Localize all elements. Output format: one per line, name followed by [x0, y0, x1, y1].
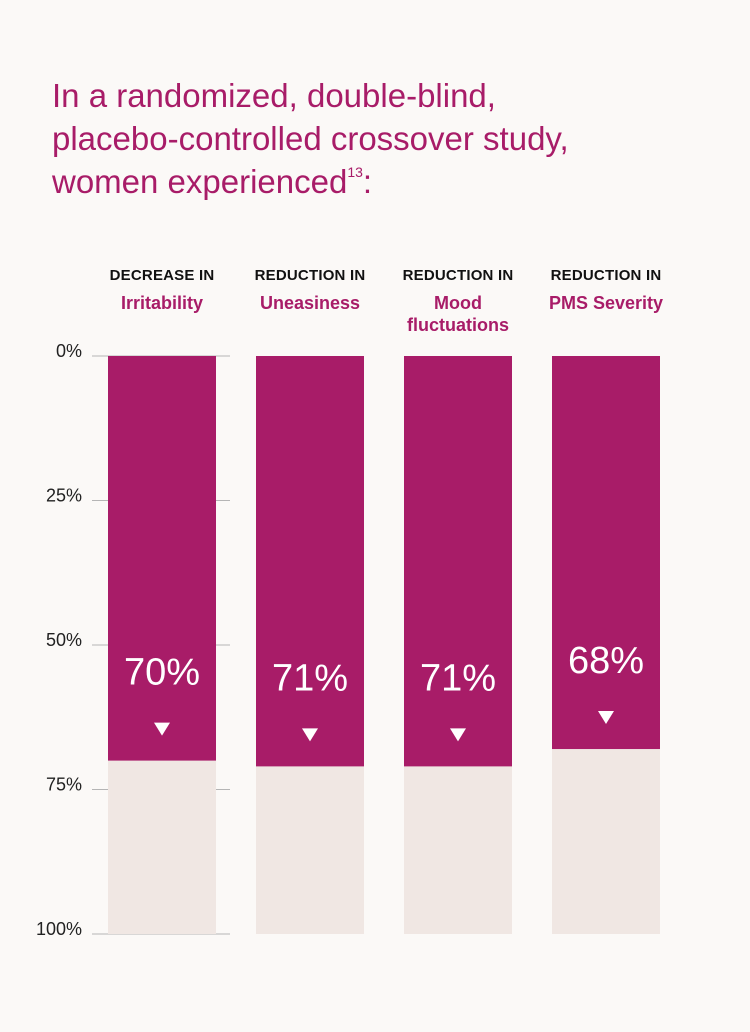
title-line-1: In a randomized, double-blind,	[52, 77, 496, 114]
column-header: REDUCTION IN Uneasiness	[220, 266, 400, 314]
column-kicker: REDUCTION IN	[254, 267, 366, 284]
column-category-name: PMS Severity	[548, 293, 664, 313]
column-category-name: Uneasiness	[259, 293, 361, 313]
bar-value-label: 68%	[568, 640, 644, 682]
column-kicker: DECREASE IN	[109, 267, 215, 284]
down-triangle-icon	[302, 728, 318, 742]
column-header: REDUCTION IN PMS Severity	[516, 266, 696, 314]
chart-title: In a randomized, double-blind, placebo-c…	[52, 74, 692, 203]
title-footnote-ref: 13	[347, 164, 363, 180]
down-triangle-icon	[598, 711, 614, 725]
y-tick-label: 75%	[46, 775, 82, 795]
bar-value-label: 71%	[272, 657, 348, 699]
title-line-3-end: :	[362, 163, 373, 200]
column-header: DECREASE IN Irritability	[72, 266, 252, 314]
down-triangle-icon	[154, 722, 170, 736]
bar-value-label: 71%	[420, 657, 496, 699]
column-kicker: REDUCTION IN	[402, 267, 514, 284]
bar	[404, 356, 512, 767]
y-tick-label: 50%	[46, 630, 82, 650]
down-triangle-icon	[450, 728, 466, 742]
title-line-3: women experienced13:	[52, 160, 692, 203]
bar	[552, 356, 660, 750]
bar	[256, 356, 364, 767]
title-line-3-text: women experienced	[52, 163, 348, 200]
bar-value-label: 70%	[124, 652, 200, 694]
bar	[108, 356, 216, 761]
title-line-2: placebo-controlled crossover study,	[52, 120, 569, 157]
column-category-name: Mood fluctuations	[407, 293, 509, 335]
column-kicker: REDUCTION IN	[550, 267, 662, 284]
y-tick-label: 25%	[46, 486, 82, 506]
column-header: REDUCTION IN Mood fluctuations	[368, 266, 548, 336]
column-category-name: Irritability	[120, 293, 204, 313]
y-tick-label: 100%	[36, 919, 82, 939]
y-tick-label: 0%	[56, 341, 82, 361]
